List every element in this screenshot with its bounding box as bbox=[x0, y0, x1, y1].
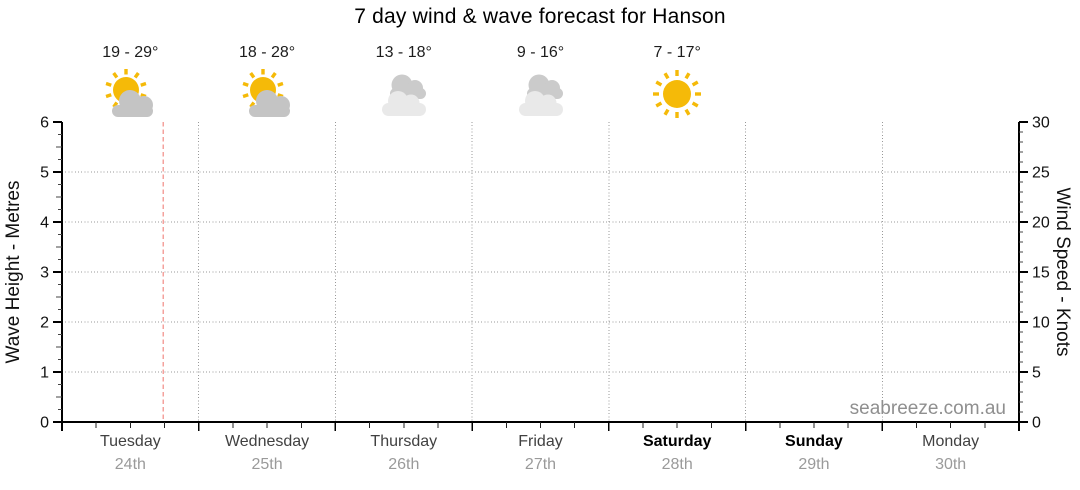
day-name-label: Monday bbox=[922, 433, 980, 450]
y-left-tick-label: 1 bbox=[40, 365, 49, 382]
clouds-icon bbox=[518, 74, 563, 116]
sun-cloud-icon bbox=[105, 69, 154, 117]
day-name-label: Sunday bbox=[785, 433, 843, 450]
temp-range-label: 13 - 18° bbox=[375, 44, 432, 61]
temp-range-label: 18 - 28° bbox=[238, 44, 296, 61]
day-date-label: 30th bbox=[935, 456, 967, 473]
y-right-tick-label: 30 bbox=[1032, 115, 1050, 132]
day-date-label: 29th bbox=[798, 456, 830, 473]
y-left-tick-label: 0 bbox=[40, 415, 49, 432]
day-date-label: 27th bbox=[524, 456, 557, 473]
y-left-tick-label: 3 bbox=[40, 265, 49, 282]
day-date-label: 28th bbox=[661, 456, 693, 473]
temp-range-label: 19 - 29° bbox=[102, 44, 159, 61]
temp-range-label: 7 - 17° bbox=[653, 44, 701, 61]
y-right-tick-label: 15 bbox=[1032, 265, 1050, 282]
weather-icon-box bbox=[237, 69, 297, 121]
chart-title: 7 day wind & wave forecast for Hanson bbox=[354, 5, 726, 28]
y-right-tick-label: 5 bbox=[1032, 365, 1041, 382]
clouds-icon bbox=[381, 74, 426, 116]
weather-icon-box bbox=[374, 69, 434, 121]
day-name-label: Tuesday bbox=[99, 433, 161, 450]
y-left-tick-label: 4 bbox=[40, 215, 49, 232]
right-axis-title: Wind Speed - Knots bbox=[1052, 187, 1073, 357]
day-name-label: Saturday bbox=[642, 433, 712, 450]
weather-icon-box bbox=[511, 69, 571, 121]
weather-icon-box bbox=[647, 69, 707, 121]
y-left-tick-label: 5 bbox=[40, 165, 49, 182]
y-right-tick-label: 10 bbox=[1032, 315, 1050, 332]
day-name-label: Wednesday bbox=[224, 433, 310, 450]
watermark: seabreeze.com.au bbox=[849, 398, 1006, 419]
temp-range-label: 9 - 16° bbox=[516, 44, 565, 61]
y-right-tick-label: 20 bbox=[1032, 215, 1050, 232]
left-axis-title: Wave Height - Metres bbox=[3, 180, 24, 364]
weather-icon-box bbox=[100, 69, 160, 121]
day-date-label: 25th bbox=[251, 456, 283, 473]
sun-icon bbox=[653, 70, 702, 118]
sun-cloud-icon bbox=[242, 69, 291, 117]
day-name-label: Friday bbox=[518, 433, 563, 450]
day-name-label: Thursday bbox=[370, 433, 438, 450]
y-right-tick-label: 0 bbox=[1032, 415, 1041, 432]
y-left-tick-label: 6 bbox=[40, 115, 49, 132]
day-date-label: 24th bbox=[114, 456, 146, 473]
y-left-tick-label: 2 bbox=[40, 315, 49, 332]
y-right-tick-label: 25 bbox=[1032, 165, 1050, 182]
day-date-label: 26th bbox=[388, 456, 420, 473]
